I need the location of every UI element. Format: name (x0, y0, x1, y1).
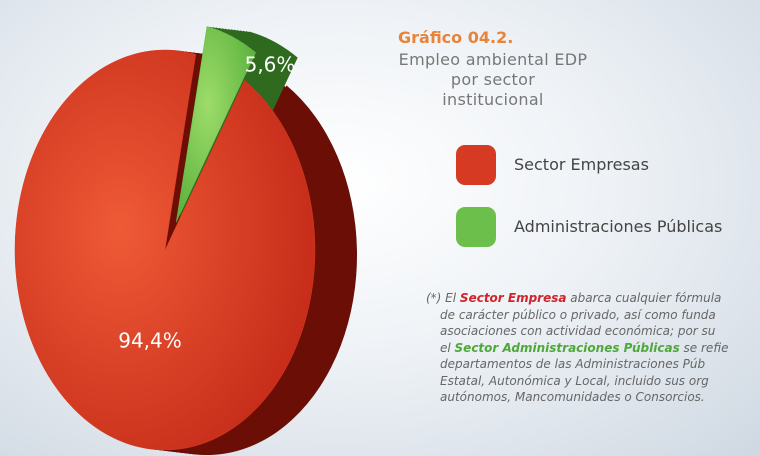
footnote-text: Sector Empresa (459, 291, 567, 305)
footnote-line: el Sector Administraciones Públicas se r… (426, 340, 760, 357)
legend-label: Sector Empresas (514, 155, 649, 174)
footnote-line: autónomos, Mancomunidades o Consorcios. (426, 389, 760, 406)
footnote-text: el (440, 340, 455, 355)
data-label: 94,4% (118, 329, 182, 353)
legend-item: Sector Empresas (456, 145, 756, 185)
footnote-text: asociaciones con actividad económica; po… (440, 324, 716, 338)
footnote-text: de carácter público o privado, así como … (440, 307, 716, 322)
legend-swatch (456, 207, 496, 247)
footnote-line: asociaciones con actividad económica; po… (426, 323, 760, 340)
footnote-line: de carácter público o privado, así como … (426, 307, 760, 324)
footnote: (*) El Sector Empresa abarca cualquier f… (426, 290, 760, 406)
chart-title: Gráfico 04.2. (398, 28, 514, 47)
legend-swatch (456, 145, 496, 185)
pie-slice (14, 49, 316, 451)
footnote-text: Estatal, Autonómica y Local, incluido su… (440, 373, 709, 388)
footnote-line: (*) El Sector Empresa abarca cualquier f… (426, 290, 760, 307)
footnote-line: Estatal, Autonómica y Local, incluido su… (426, 373, 760, 390)
footnote-text: Sector Administraciones Públicas (454, 340, 680, 355)
pie-slice (175, 26, 256, 223)
pie-slices: 94,4% 5,6% (14, 26, 316, 451)
footnote-text: autónomos, Mancomunidades o Consorcios. (440, 390, 705, 404)
chart-subtitle: Empleo ambiental EDP por sector instituc… (398, 50, 588, 109)
footnote-text: abarca cualquier fórmula (566, 291, 722, 305)
footnote-text: se refie (679, 340, 729, 355)
legend-item: Administraciones Públicas (456, 207, 756, 247)
footnote-text: departamentos de las Administraciones Pú… (440, 357, 706, 371)
data-label: 5,6% (245, 53, 296, 77)
legend-label: Administraciones Públicas (514, 217, 723, 236)
footnote-line: departamentos de las Administraciones Pú… (426, 356, 760, 373)
footnote-text: (*) El (426, 291, 460, 305)
